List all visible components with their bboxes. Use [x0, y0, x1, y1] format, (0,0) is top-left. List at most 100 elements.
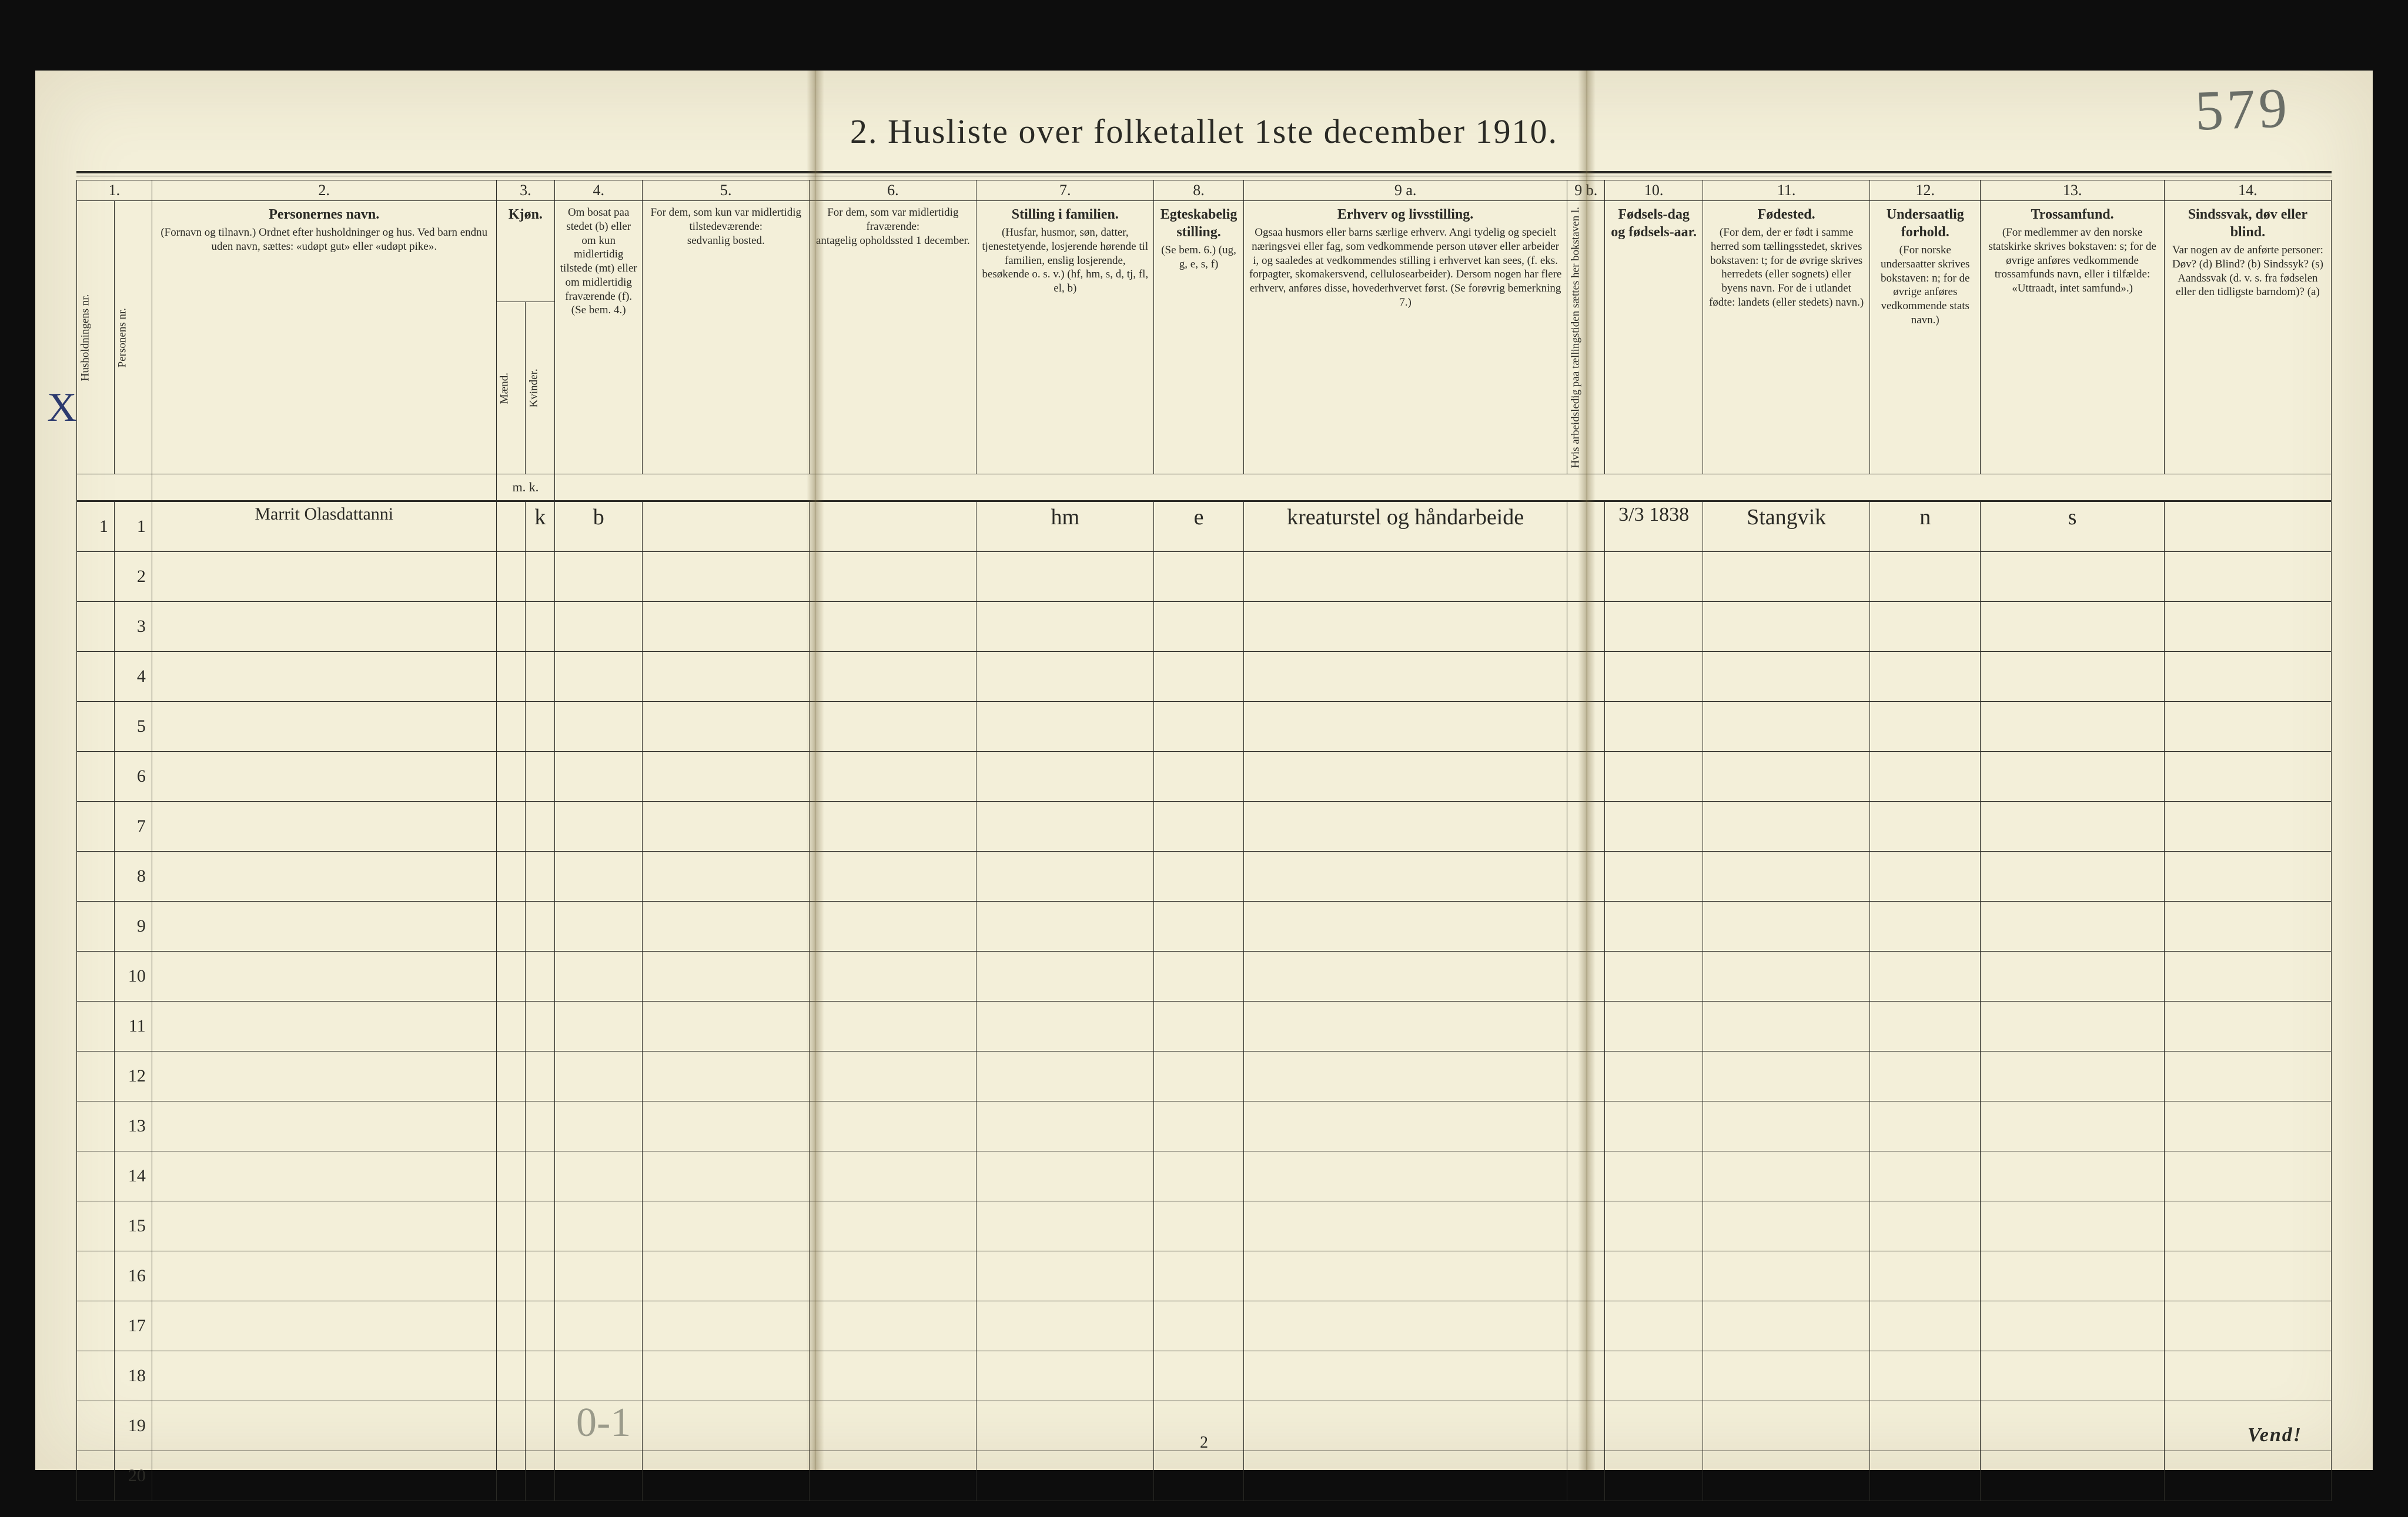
cell [526, 651, 555, 701]
cell [810, 951, 976, 1001]
cell [1870, 1451, 1981, 1501]
cell [1870, 701, 1981, 751]
cell [77, 701, 115, 751]
cell [976, 551, 1154, 601]
cell: s [1981, 501, 2164, 551]
cell [496, 1001, 526, 1051]
table-row: 14 [77, 1151, 2332, 1201]
cell [976, 901, 1154, 951]
cell [2164, 851, 2331, 901]
cell [1703, 951, 1870, 1001]
cell: Marrit Olasdattanni [152, 501, 496, 551]
cell [976, 1301, 1154, 1351]
cell [152, 1051, 496, 1101]
cell [496, 1301, 526, 1351]
head-marital: Egteskabelig stilling. (Se bem. 6.) (ug,… [1154, 201, 1244, 474]
cell [77, 1251, 115, 1301]
cell [1703, 1251, 1870, 1301]
table-row: 8 [77, 851, 2332, 901]
cell [1567, 751, 1605, 801]
cell: 19 [114, 1401, 152, 1451]
cell [496, 651, 526, 701]
colnum-12: 12. [1870, 180, 1981, 201]
cell: 16 [114, 1251, 152, 1301]
cell [1243, 1251, 1567, 1301]
cell [526, 1051, 555, 1101]
cell [1605, 951, 1703, 1001]
cell [810, 1101, 976, 1151]
table-row: 7 [77, 801, 2332, 851]
cell [1605, 601, 1703, 651]
cell [2164, 1301, 2331, 1351]
table-row: 18 [77, 1351, 2332, 1401]
cell [2164, 901, 2331, 951]
cell [643, 1401, 810, 1451]
cell [1154, 1001, 1244, 1051]
table-row: 10 [77, 951, 2332, 1001]
head-temp-present-title: For dem, som kun var midlertidig tilsted… [647, 206, 804, 234]
cell [1870, 751, 1981, 801]
cell [2164, 601, 2331, 651]
cell [1154, 1051, 1244, 1101]
head-residence-text: Om bosat paa stedet (b) eller om kun mid… [560, 206, 637, 303]
cell [1567, 1201, 1605, 1251]
cell [555, 851, 643, 901]
cell [555, 751, 643, 801]
cell [1243, 1351, 1567, 1401]
header-row-numbers: 1. 2. 3. 4. 5. 6. 7. 8. 9 a. 9 b. 10. 11… [77, 180, 2332, 201]
cell [976, 751, 1154, 801]
cell [1981, 601, 2164, 651]
cell [976, 951, 1154, 1001]
head-family-position: Stilling i familien. (Husfar, husmor, sø… [976, 201, 1154, 474]
cell [1243, 701, 1567, 751]
cell [152, 951, 496, 1001]
cell [1154, 1401, 1244, 1451]
cell [1567, 1301, 1605, 1351]
cell [1243, 1401, 1567, 1451]
table-row: 11 [77, 1001, 2332, 1051]
cell [555, 951, 643, 1001]
head-nationality-sub: (For norske undersaatter skrives bokstav… [1875, 243, 1975, 327]
head-marital-title: Egteskabelig stilling. [1159, 206, 1239, 241]
cell [2164, 651, 2331, 701]
cell: 3 [114, 601, 152, 651]
cell [810, 1201, 976, 1251]
head-disability-sub: Var nogen av de anførte personer: Døv? (… [2169, 243, 2326, 299]
cell [1703, 1001, 1870, 1051]
head-birthdate: Fødsels-dag og fødsels-aar. [1605, 201, 1703, 474]
cell [1567, 551, 1605, 601]
cell [526, 851, 555, 901]
cell: b [555, 501, 643, 551]
cell [643, 901, 810, 951]
cell [1981, 1051, 2164, 1101]
cell [555, 1001, 643, 1051]
cell [1981, 551, 2164, 601]
cell [1605, 651, 1703, 701]
cell [555, 1451, 643, 1501]
cell [496, 1051, 526, 1101]
cell: 15 [114, 1201, 152, 1251]
cell [1870, 1201, 1981, 1251]
cell [152, 1101, 496, 1151]
cell [496, 851, 526, 901]
cell [555, 1301, 643, 1351]
cell [643, 801, 810, 851]
cell [555, 651, 643, 701]
cell [810, 901, 976, 951]
cell [1154, 1351, 1244, 1401]
cell [1243, 1101, 1567, 1151]
cell [152, 651, 496, 701]
cell [1154, 901, 1244, 951]
cell: 2 [114, 551, 152, 601]
cell [1703, 901, 1870, 951]
cell [2164, 1051, 2331, 1101]
head-sex-title: Kjøn. [501, 206, 550, 223]
cell [1605, 701, 1703, 751]
head-disability-title: Sindssvak, døv eller blind. [2169, 206, 2326, 241]
cell [643, 1351, 810, 1401]
cell [2164, 801, 2331, 851]
cell [1870, 1401, 1981, 1451]
cell [1567, 851, 1605, 901]
head-sex-male: Mænd. [496, 302, 526, 474]
cell [1703, 601, 1870, 651]
